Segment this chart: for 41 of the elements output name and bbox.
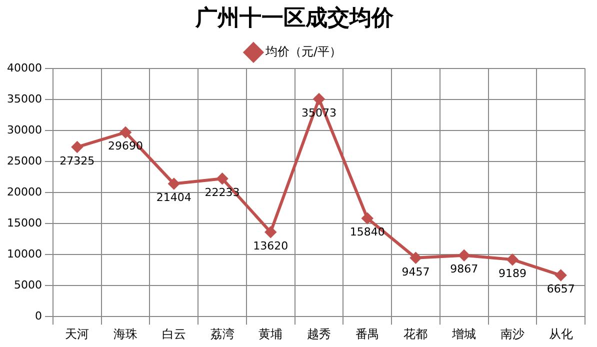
data-label: 21404 xyxy=(156,191,192,204)
y-tick-label: 10000 xyxy=(6,247,42,260)
x-tick-label: 增城 xyxy=(451,326,476,341)
x-tick-label: 花都 xyxy=(404,326,428,341)
x-tick-label: 白云 xyxy=(162,326,186,341)
x-tick-label: 黄埔 xyxy=(258,326,283,341)
x-tick-label: 天河 xyxy=(65,326,90,341)
data-label: 15840 xyxy=(350,226,385,239)
y-tick-label: 5000 xyxy=(14,278,42,292)
x-tick-label: 南沙 xyxy=(500,326,524,341)
data-label: 9189 xyxy=(498,266,526,280)
y-tick-label: 25000 xyxy=(6,154,42,168)
y-tick-label: 15000 xyxy=(6,216,42,230)
point xyxy=(362,212,373,224)
data-label: 6657 xyxy=(546,282,575,296)
y-tick-label: 30000 xyxy=(6,123,42,136)
point xyxy=(555,270,566,281)
y-tick-label: 20000 xyxy=(6,185,42,198)
point xyxy=(216,173,228,184)
data-label: 9457 xyxy=(402,265,430,278)
point xyxy=(120,126,132,138)
chart-title: 广州十一区成交均价 xyxy=(194,4,394,31)
data-label: 9867 xyxy=(450,262,478,276)
x-tick-label: 海珠 xyxy=(114,326,138,341)
data-label: 13620 xyxy=(253,239,288,252)
point xyxy=(458,250,470,261)
y-tick-label: 35000 xyxy=(6,92,42,106)
x-tick-label: 番禺 xyxy=(355,326,380,341)
point xyxy=(265,226,276,238)
point xyxy=(313,93,324,104)
legend-label: 均价（元/平） xyxy=(264,44,342,59)
point xyxy=(506,254,518,266)
x-tick-label: 荔湾 xyxy=(210,326,234,341)
y-tick-label: 40000 xyxy=(6,61,42,74)
point xyxy=(168,178,180,190)
y-tick-label: 0 xyxy=(34,309,42,322)
point xyxy=(410,252,422,264)
x-tick-label: 越秀 xyxy=(306,326,331,341)
point xyxy=(72,142,83,153)
x-tick-label: 从化 xyxy=(548,326,573,341)
data-label: 27325 xyxy=(60,154,95,168)
